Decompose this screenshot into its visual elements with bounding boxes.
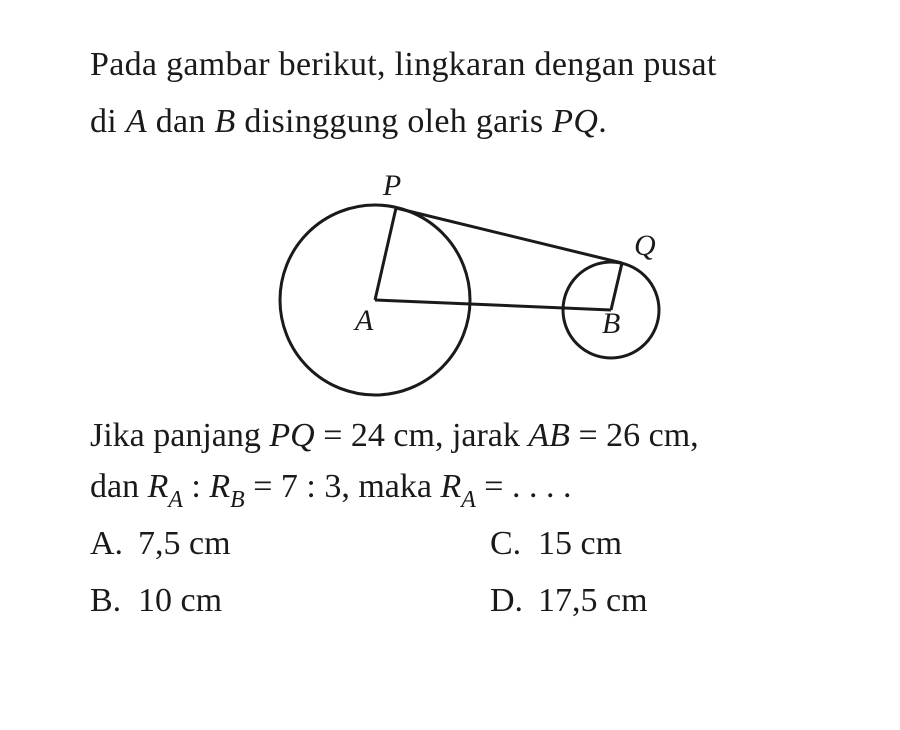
two-circles-diagram: P Q A B [230, 155, 700, 400]
intro-line-1: Pada gambar berikut, lingkaran dengan pu… [90, 40, 840, 89]
q-text: = 7 : 3, maka [245, 468, 441, 505]
option-A: A.7,5 cm [90, 518, 440, 569]
option-text: 7,5 cm [138, 525, 231, 562]
var-PQ: PQ [552, 103, 598, 140]
svg-text:A: A [353, 304, 374, 337]
period: . [598, 103, 607, 140]
option-text: 17,5 cm [538, 582, 648, 619]
svg-text:P: P [382, 169, 401, 202]
q-text: : [183, 468, 209, 505]
page-root: Pada gambar berikut, lingkaran dengan pu… [0, 0, 900, 666]
intro-text: di [90, 103, 126, 140]
option-text: 10 cm [138, 582, 222, 619]
sub-A2: A [461, 487, 476, 513]
q-tail: = . . . . [476, 468, 572, 505]
var-RA: R [148, 468, 169, 505]
sub-B: B [230, 487, 245, 513]
var-RA2: R [440, 468, 461, 505]
option-label: D. [490, 575, 538, 626]
question-line-2: dan RA : RB = 7 : 3, maka RA = . . . . [90, 461, 840, 516]
sub-A: A [168, 487, 183, 513]
option-text: 15 cm [538, 525, 622, 562]
question-line-1: Jika panjang PQ = 24 cm, jarak AB = 26 c… [90, 410, 840, 461]
question-block: Jika panjang PQ = 24 cm, jarak AB = 26 c… [90, 410, 840, 626]
q-text: = 24 cm, jarak [315, 417, 529, 454]
intro-line-2: di A dan B disinggung oleh garis PQ. [90, 97, 840, 146]
q-text: dan [90, 468, 148, 505]
var-B: B [215, 103, 236, 140]
intro-text: disinggung oleh garis [236, 103, 553, 140]
var-A: A [126, 103, 147, 140]
options-grid: A.7,5 cm C.15 cm B.10 cm D.17,5 cm [90, 518, 840, 626]
svg-text:B: B [602, 307, 620, 340]
svg-text:Q: Q [634, 229, 656, 262]
intro-text: Pada gambar berikut, lingkaran dengan pu… [90, 46, 717, 83]
var-RB: R [209, 468, 230, 505]
q-text: Jika panjang [90, 417, 269, 454]
option-label: C. [490, 518, 538, 569]
option-C: C.15 cm [490, 518, 840, 569]
var-AB: AB [528, 417, 570, 454]
option-B: B.10 cm [90, 575, 440, 626]
intro-text: dan [147, 103, 215, 140]
figure-container: P Q A B [90, 155, 840, 400]
option-D: D.17,5 cm [490, 575, 840, 626]
option-label: B. [90, 575, 138, 626]
q-text: = 26 cm, [570, 417, 699, 454]
option-label: A. [90, 518, 138, 569]
var-PQ: PQ [269, 417, 314, 454]
